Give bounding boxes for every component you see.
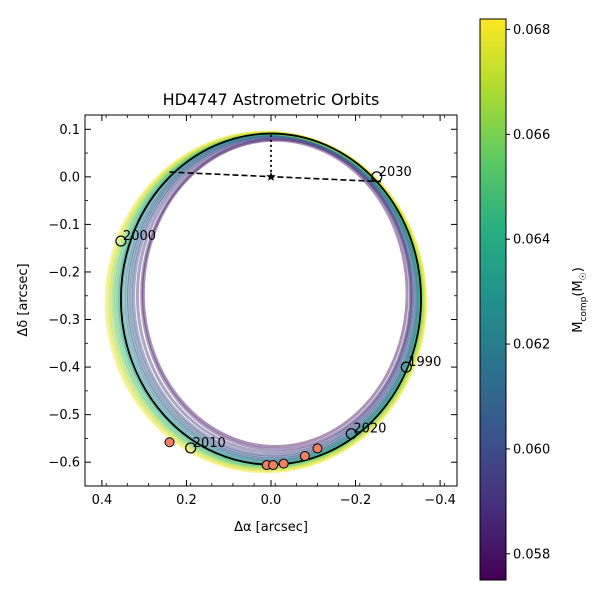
- colorbar-frame: [479, 18, 507, 581]
- x-tick-label: −0.2: [340, 493, 372, 508]
- x-axis-ticks: 0.4 0.2 0.0 −0.2 −0.4: [84, 115, 456, 508]
- sample-orbit: [135, 136, 413, 454]
- sample-orbit: [104, 130, 428, 474]
- epoch-label: 2000: [123, 229, 156, 244]
- epoch-marker: [371, 171, 383, 183]
- epoch-marker: [185, 442, 197, 454]
- epoch-label: 2020: [353, 422, 386, 437]
- colorbar-label-main: M: [571, 322, 586, 333]
- sample-orbit: [127, 133, 418, 461]
- host-star-icon: [266, 171, 276, 181]
- colorbar-tick-label: 0.064: [513, 233, 550, 248]
- y-tick-label: −0.1: [48, 218, 80, 233]
- x-tick-label: 0.4: [92, 493, 113, 508]
- epoch-label: 2030: [379, 165, 412, 180]
- colorbar-label-rest: (M: [571, 280, 586, 296]
- x-tick-label: −0.4: [424, 493, 456, 508]
- sample-orbit: [107, 131, 427, 472]
- y-tick-label: −0.2: [48, 265, 80, 280]
- colorbar-tick-label: 0.060: [513, 442, 550, 457]
- epoch-marker: [115, 235, 127, 247]
- colorbar-tick-label: 0.068: [513, 23, 550, 38]
- x-tick-label: 0.2: [176, 493, 197, 508]
- epoch-label: 2010: [193, 436, 226, 451]
- colorbar-gradient: [480, 19, 506, 580]
- colorbar-tick-label: 0.062: [513, 338, 550, 353]
- measurement-point: [268, 460, 279, 471]
- measurement-point: [278, 458, 289, 469]
- epoch-marker: [345, 428, 357, 440]
- sample-orbit: [141, 138, 409, 449]
- measurement-point: [164, 437, 175, 448]
- colorbar-label: Mcomp(M☉): [571, 267, 589, 333]
- y-tick-label: −0.5: [48, 408, 80, 423]
- measurement-point: [312, 443, 323, 454]
- colorbar-label-sub: comp: [579, 296, 589, 321]
- x-axis-title: Δα [arcsec]: [234, 520, 308, 535]
- sample-orbit: [129, 134, 416, 459]
- colorbar-label-sun: ☉: [579, 272, 589, 280]
- epoch-label: 1990: [408, 355, 441, 370]
- colorbar-tick-label: 0.058: [513, 547, 550, 562]
- epoch-marker: [400, 361, 412, 373]
- plot-title: HD4747 Astrometric Orbits: [163, 90, 380, 109]
- colorbar-tick-label: 0.066: [513, 128, 550, 143]
- y-tick-label: −0.6: [48, 456, 80, 471]
- colorbar: 0.058 0.060 0.062 0.064 0.066 0.068 Mcomp(M☉): [479, 18, 589, 581]
- y-axis-ticks: 0.1 0.0 −0.1 −0.2 −0.3 −0.4 −0.5 −0.6: [48, 123, 457, 471]
- sample-orbit: [132, 135, 415, 457]
- y-tick-label: −0.3: [48, 313, 80, 328]
- x-tick-label: 0.0: [261, 493, 282, 508]
- colorbar-label-end: ): [571, 267, 586, 272]
- plot-overlay: 1990 2000 2010 2020 2030: [115, 132, 441, 471]
- plot-area: 1990 2000 2010 2020 2030 0.4 0.2 0.0 −0.2 −0.4 0…: [48, 114, 458, 508]
- y-tick-label: −0.4: [48, 361, 80, 376]
- line-of-nodes: [169, 171, 381, 183]
- colorbar-ticks: 0.058 0.060 0.062 0.064 0.066 0.068: [506, 23, 550, 562]
- y-tick-label: 0.1: [59, 123, 80, 138]
- y-axis-title: Δδ [arcsec]: [16, 263, 31, 336]
- measurement-point: [299, 451, 310, 462]
- y-tick-label: 0.0: [59, 170, 80, 185]
- sample-orbit: [140, 137, 412, 451]
